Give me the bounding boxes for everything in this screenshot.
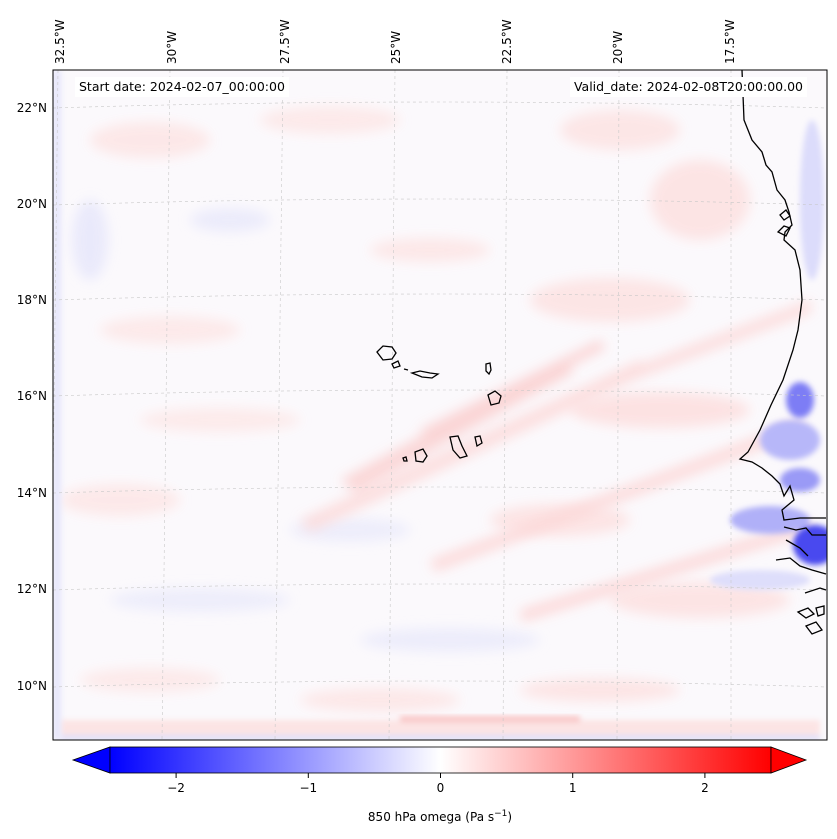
- lat-label: 18°N: [17, 293, 47, 307]
- colorbar-tick-label: 1: [569, 781, 577, 795]
- island-brava: [402, 456, 408, 462]
- cape-verde-islands: [376, 345, 502, 463]
- lat-label: 20°N: [17, 197, 47, 211]
- island-maio: [474, 435, 483, 448]
- lat-label: 14°N: [17, 486, 47, 500]
- longitude-axis: 32.5°W 30°W 27.5°W 25°W 22.5°W 20°W 17.5…: [53, 19, 737, 64]
- island-fogo: [414, 448, 428, 463]
- lat-label: 22°N: [17, 101, 47, 115]
- start-date-label: Start date: 2024-02-07_00:00:00: [75, 77, 289, 97]
- valid-date-label: Valid_date: 2024-02-08T20:00:00.00: [569, 77, 807, 97]
- omega-field: [53, 70, 827, 740]
- island-santa-luzia: [403, 368, 409, 371]
- lon-label: 32.5°W: [53, 19, 67, 64]
- island-santo-antao: [376, 345, 397, 361]
- colorbar-tick-label: −2: [167, 781, 185, 795]
- lon-label: 25°W: [389, 31, 403, 64]
- map-frame: [52, 69, 828, 741]
- island-sao-vicente: [391, 360, 401, 369]
- lon-label: 17.5°W: [723, 19, 737, 64]
- lon-label: 20°W: [611, 31, 625, 64]
- island-boa-vista: [487, 390, 502, 406]
- colorbar-tick-label: 0: [437, 781, 445, 795]
- colorbar-gradient: [109, 746, 772, 774]
- lat-label: 16°N: [17, 389, 47, 403]
- lon-label: 22.5°W: [500, 19, 514, 64]
- colorbar-label: 850 hPa omega (Pa s−1): [368, 809, 512, 824]
- colorbar-tick-label: 2: [701, 781, 709, 795]
- island-sao-nicolau: [409, 370, 440, 379]
- colorbar-tick-label: −1: [299, 781, 317, 795]
- island-santiago: [449, 435, 468, 459]
- latitude-axis: 22°N 20°N 18°N 16°N 14°N 12°N 10°N: [17, 101, 47, 693]
- lon-label: 30°W: [165, 31, 179, 64]
- colorbar-extend-high: [770, 746, 808, 774]
- lat-label: 10°N: [17, 679, 47, 693]
- lat-label: 12°N: [17, 582, 47, 596]
- colorbar-ticks: −2 −1 0 1 2: [167, 773, 709, 795]
- island-sal: [485, 362, 492, 376]
- colorbar: −2 −1 0 1 2 850 hPa omega (Pa s−1): [71, 746, 808, 824]
- lon-label: 27.5°W: [278, 19, 292, 64]
- african-coastline: [738, 69, 827, 635]
- colorbar-extend-low: [71, 746, 111, 774]
